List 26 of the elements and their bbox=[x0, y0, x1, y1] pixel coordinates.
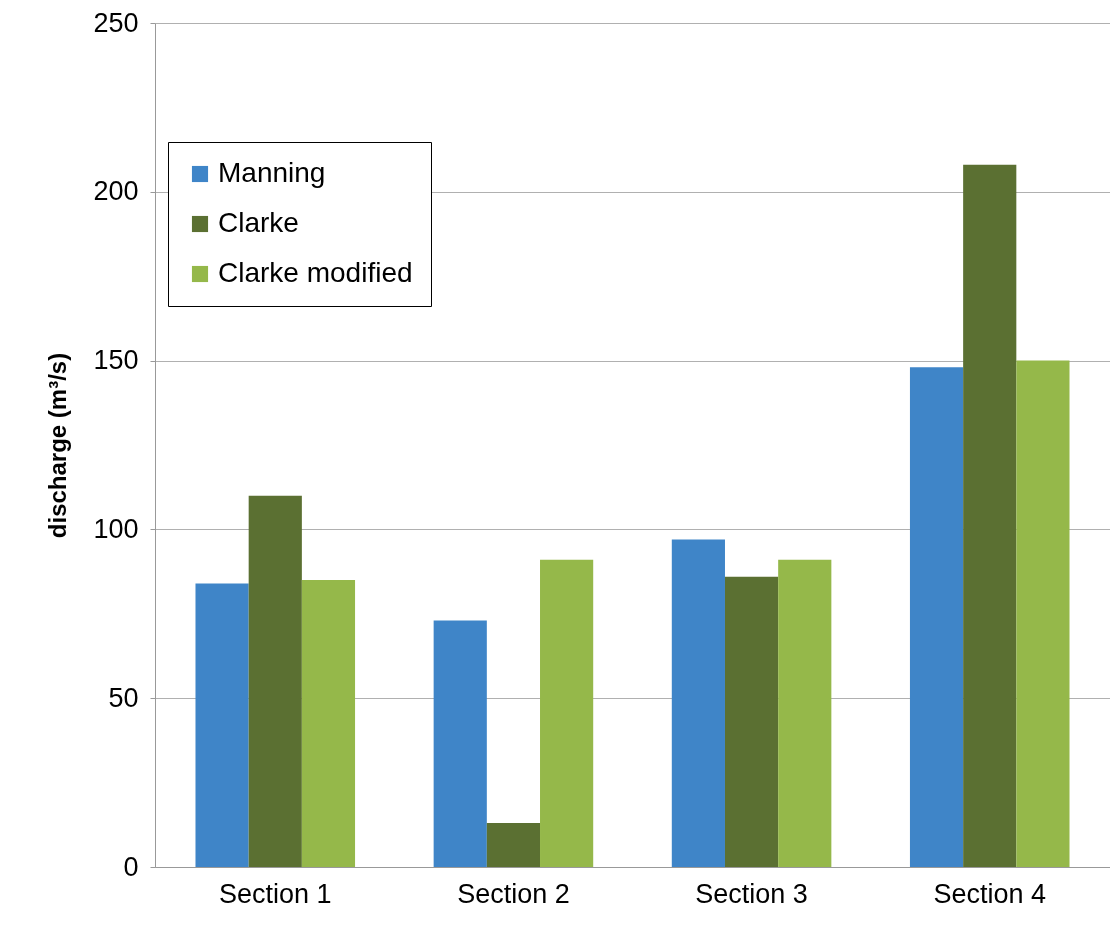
y-tick-label: 50 bbox=[108, 682, 139, 713]
bar bbox=[433, 620, 487, 867]
legend-label: Clarke modified bbox=[218, 257, 413, 288]
bar bbox=[724, 576, 779, 867]
y-axis-title: discharge (m³/s) bbox=[44, 352, 72, 539]
y-tick-label: 200 bbox=[93, 176, 139, 207]
bar bbox=[909, 367, 964, 867]
bar bbox=[248, 495, 302, 867]
legend-label: Manning bbox=[218, 157, 326, 188]
bar bbox=[963, 164, 1017, 867]
bar bbox=[778, 559, 832, 867]
bar bbox=[671, 539, 725, 867]
bar bbox=[486, 823, 541, 867]
y-tick-label: 100 bbox=[93, 513, 139, 544]
bar bbox=[540, 559, 594, 867]
bar bbox=[1016, 360, 1070, 867]
x-tick-label: Section 2 bbox=[457, 878, 570, 909]
legend-label: Clarke bbox=[218, 207, 299, 238]
bar bbox=[301, 580, 356, 867]
y-tick-label: 250 bbox=[93, 7, 139, 38]
bar bbox=[195, 583, 249, 867]
y-tick-label: 150 bbox=[93, 345, 139, 376]
x-tick-label: Section 4 bbox=[933, 878, 1047, 909]
x-tick-label: Section 1 bbox=[218, 878, 332, 909]
y-tick-label: 0 bbox=[123, 851, 139, 882]
x-tick-label: Section 3 bbox=[695, 878, 808, 909]
